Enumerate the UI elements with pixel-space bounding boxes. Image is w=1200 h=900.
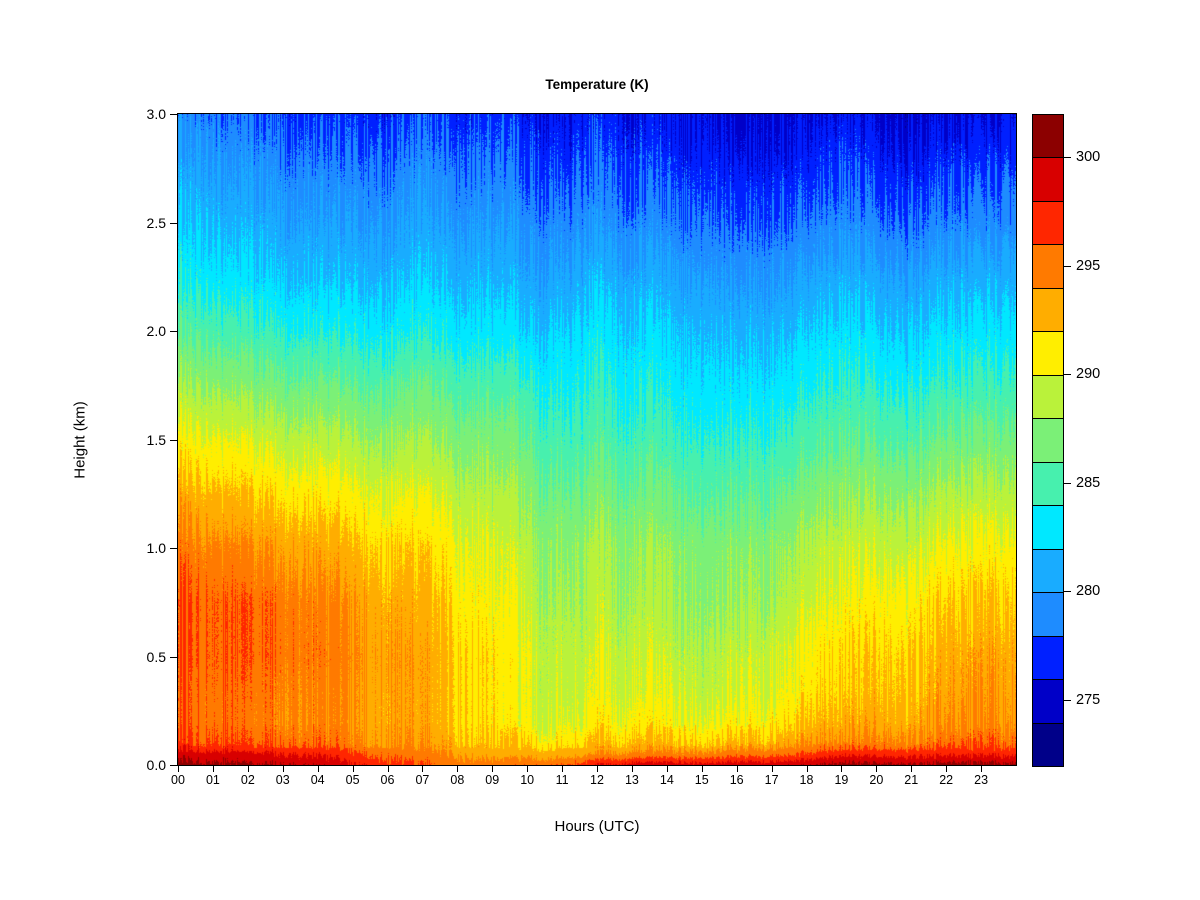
colorbar-tick-label: 285 [1076, 474, 1101, 491]
x-tick-label: 02 [240, 773, 255, 787]
x-axis-tick [422, 765, 424, 772]
x-tick-label: 21 [904, 773, 919, 787]
colorbar-cell [1033, 332, 1063, 376]
x-tick-label: 09 [485, 773, 500, 787]
y-tick-label: 3.0 [146, 106, 166, 122]
x-tick-label: 06 [380, 773, 395, 787]
x-tick-label: 14 [659, 773, 674, 787]
x-axis-tick [352, 765, 354, 772]
colorbar-cell [1033, 506, 1063, 550]
colorbar-cell [1033, 593, 1063, 637]
x-axis-tick [562, 765, 564, 772]
x-axis-tick [317, 765, 319, 772]
y-tick-label: 2.5 [146, 214, 166, 231]
x-tick-label: 07 [415, 773, 430, 787]
heatmap-canvas [178, 114, 1016, 765]
colorbar-cell [1033, 549, 1063, 594]
y-axis-tick [170, 222, 177, 224]
x-tick-label: 23 [974, 773, 989, 787]
y-tick-label: 0.5 [146, 648, 166, 665]
x-tick-label: 16 [729, 773, 744, 787]
colorbar-tick [1064, 374, 1071, 376]
x-axis-tick [597, 765, 598, 772]
x-axis-tick [247, 765, 249, 772]
colorbar-tick [1064, 265, 1071, 267]
y-tick-label: 0.0 [146, 757, 166, 773]
colorbar-tick-label: 300 [1076, 149, 1101, 166]
x-axis-tick [457, 765, 459, 772]
x-tick-label: 04 [310, 773, 325, 787]
x-tick-label: 10 [520, 773, 535, 787]
x-axis-tick [736, 765, 738, 772]
colorbar-cell [1033, 419, 1063, 463]
x-tick-label: 15 [694, 773, 709, 787]
colorbar-cell [1033, 158, 1063, 202]
colorbar-tick [1064, 157, 1071, 159]
y-tick-label: 1.5 [146, 431, 166, 448]
plot-area [177, 113, 1017, 766]
x-tick-label: 17 [764, 773, 779, 787]
colorbar-tick [1064, 699, 1071, 701]
colorbar-cell [1033, 680, 1063, 724]
x-tick-label: 12 [590, 773, 604, 787]
colorbar-cell [1033, 636, 1063, 681]
colorbar-tick-label: 275 [1076, 691, 1101, 708]
x-tick-label: 13 [624, 773, 639, 787]
chart-title: Temperature (K) [545, 77, 649, 92]
y-axis-label: Height (km) [71, 401, 89, 479]
y-axis-tick [170, 656, 177, 658]
x-tick-label: 08 [450, 773, 465, 787]
x-axis-tick [492, 765, 494, 772]
x-axis-tick [701, 765, 703, 772]
x-tick-label: 01 [205, 773, 220, 787]
y-axis-tick [170, 439, 177, 441]
x-axis-tick [666, 765, 668, 772]
colorbar [1032, 114, 1064, 767]
y-axis-tick [170, 765, 177, 766]
colorbar-cell [1033, 201, 1063, 246]
colorbar-cell [1033, 375, 1063, 420]
y-axis-tick [170, 331, 177, 332]
colorbar-tick-label: 280 [1076, 583, 1101, 600]
x-axis-tick [841, 765, 843, 772]
colorbar-tick-label: 290 [1076, 366, 1101, 383]
x-tick-label: 18 [799, 773, 814, 787]
colorbar-cell [1033, 245, 1063, 289]
x-axis-tick [946, 765, 948, 772]
x-axis-tick [806, 765, 808, 772]
x-tick-label: 05 [345, 773, 360, 787]
y-tick-label: 2.0 [146, 323, 166, 339]
y-tick-label: 1.0 [146, 540, 166, 556]
colorbar-tick [1064, 482, 1071, 484]
colorbar-cell [1033, 115, 1063, 159]
colorbar-cell [1033, 462, 1063, 507]
x-tick-label: 19 [834, 773, 849, 787]
y-axis-tick [170, 114, 177, 115]
x-axis-tick [212, 765, 214, 772]
colorbar-cell [1033, 288, 1063, 333]
x-tick-label: 00 [171, 773, 185, 787]
y-axis-tick [170, 548, 177, 549]
x-tick-label: 22 [939, 773, 954, 787]
x-axis-tick [527, 765, 529, 772]
x-axis-tick [178, 765, 179, 772]
x-axis-label: Hours (UTC) [554, 818, 640, 835]
x-axis-tick [282, 765, 284, 772]
colorbar-tick-label: 295 [1076, 257, 1101, 274]
x-axis-tick [631, 765, 633, 772]
colorbar-tick [1064, 591, 1071, 593]
x-axis-tick [771, 765, 773, 772]
x-tick-label: 20 [869, 773, 884, 787]
x-axis-tick [981, 765, 983, 772]
colorbar-cell [1033, 723, 1063, 767]
x-axis-tick [876, 765, 878, 772]
x-tick-label: 03 [275, 773, 290, 787]
x-tick-label: 11 [555, 773, 569, 787]
x-axis-tick [387, 765, 389, 772]
x-axis-tick [911, 765, 913, 772]
